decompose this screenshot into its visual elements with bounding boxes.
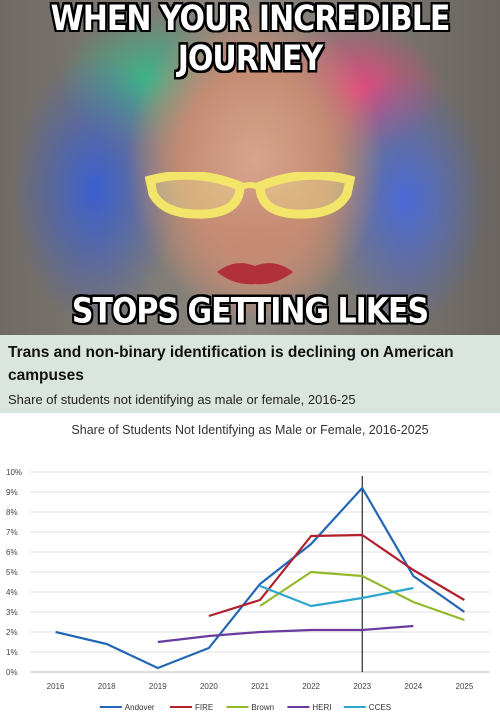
y-tick-label: 8% [6,508,18,517]
caption-title: Trans and non-binary identification is d… [8,344,454,384]
x-tick-label: 2020 [200,682,218,691]
x-tick-label: 2022 [302,682,320,691]
chart-title: Share of Students Not Identifying as Mal… [71,423,429,437]
yellow-glasses-icon [145,172,355,219]
x-tick-label: 2016 [47,682,65,691]
series-line-brown [259,570,465,622]
y-tick-label: 1% [6,648,18,657]
caption-subtitle: Share of students not identifying as mal… [8,392,356,407]
line-chart: 0% 1% 2% 3% 4% 5% 6% 7% 8% 9% 10% 2016 2018 2019 2020 2… [6,468,490,712]
x-tick-label: 2019 [149,682,167,691]
y-tick-label: 5% [6,568,18,577]
lips-icon [217,263,293,285]
x-tick-label: 2023 [353,682,371,691]
meme-image: WHEN YOUR INCREDIBLE JOURNEY STOPS GETTI… [0,0,500,335]
legend-label-fire: FIRE [195,703,213,712]
y-tick-label: 9% [6,488,18,497]
meme-bottom-text: STOPS GETTING LIKES [71,291,429,332]
y-tick-label: 2% [6,628,18,637]
x-tick-label: 2025 [456,682,474,691]
y-tick-label: 6% [6,548,18,557]
x-tick-label: 2021 [251,682,269,691]
legend-label-brown: Brown [251,703,274,712]
caption-box: Trans and non-binary identification is d… [0,335,500,413]
meme-top-text: WHEN YOUR INCREDIBLE JOURNEY [50,0,451,80]
x-tick-label: 2018 [98,682,116,691]
y-tick-label: 0% [6,668,18,677]
series-line-heri [157,624,414,644]
y-tick-label: 7% [6,528,18,537]
legend-label-andover: Andover [125,703,155,712]
y-tick-label: 10% [6,468,22,477]
series-line-cces [259,584,414,608]
legend-label-cces: CCES [369,703,391,712]
series-line-andover [55,486,466,670]
legend-label-heri: HERI [312,703,331,712]
x-tick-label: 2024 [404,682,422,691]
y-tick-label: 3% [6,608,18,617]
y-tick-label: 4% [6,588,18,597]
series-line-fire [208,533,465,618]
